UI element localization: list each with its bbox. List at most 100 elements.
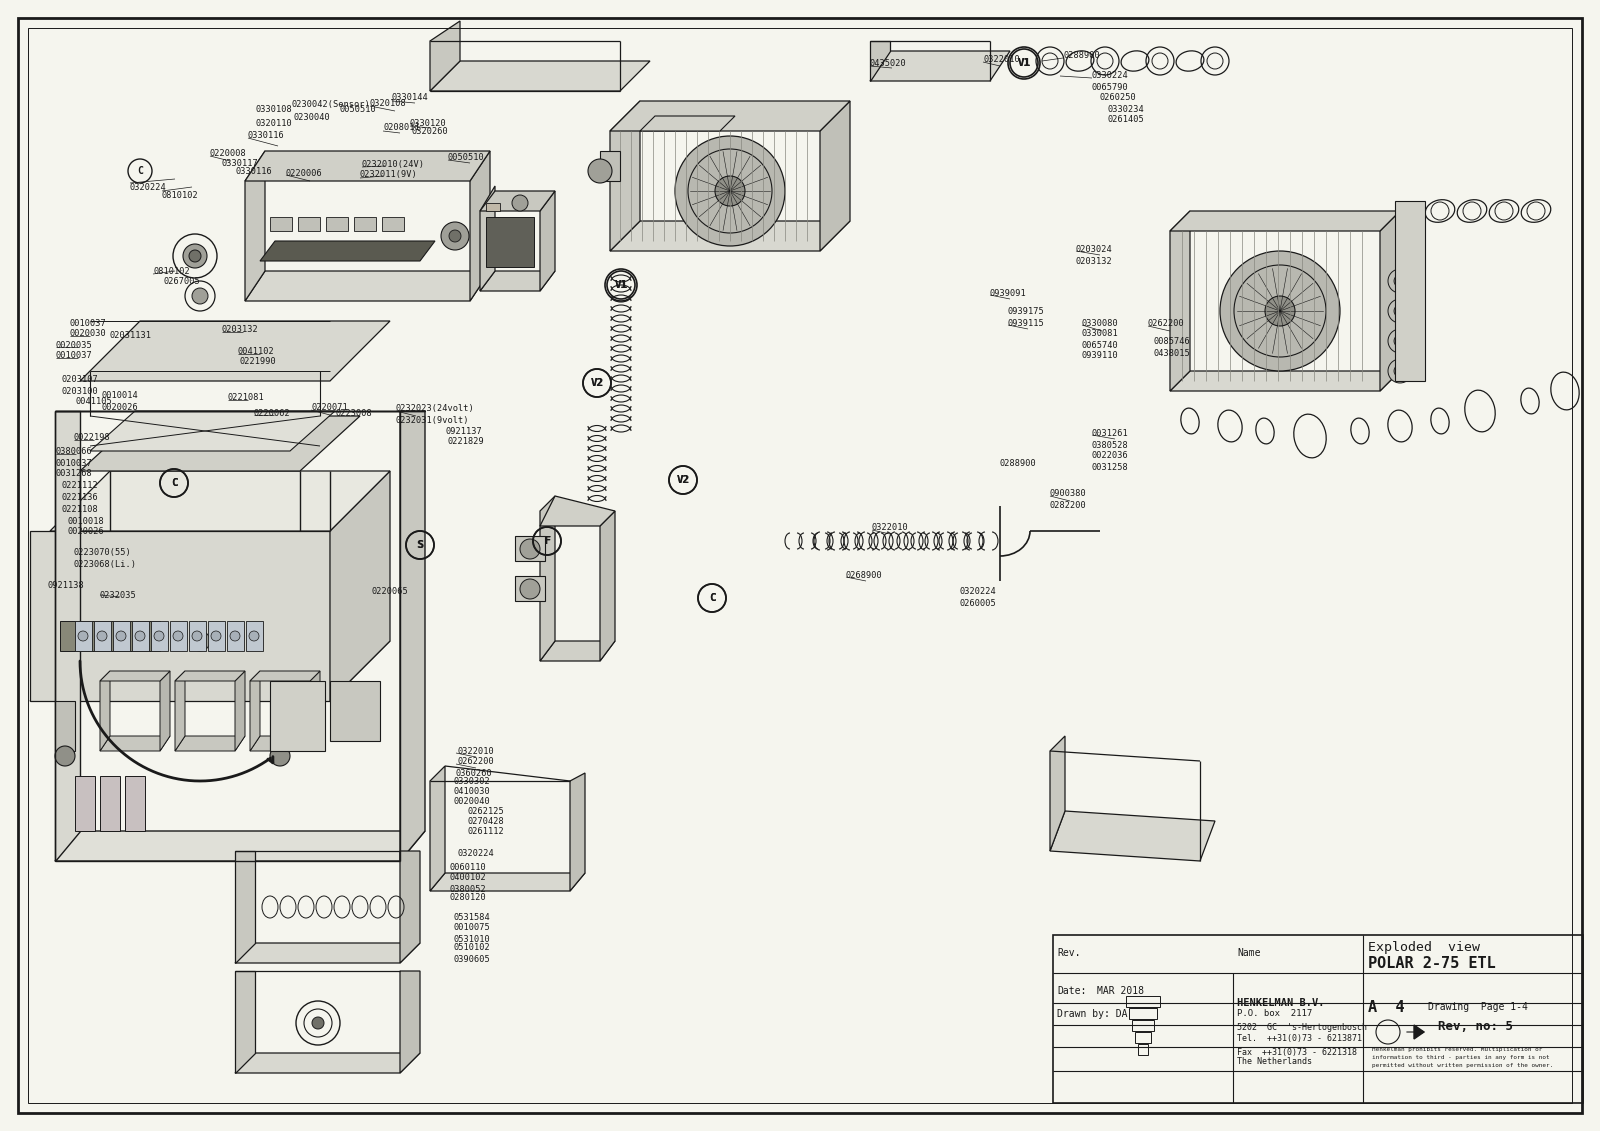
Bar bbox=[486, 202, 499, 211]
Text: V2: V2 bbox=[590, 378, 603, 388]
Text: 0220065: 0220065 bbox=[371, 587, 408, 596]
Text: 0400102: 0400102 bbox=[450, 873, 486, 882]
Text: 0810102: 0810102 bbox=[154, 267, 190, 276]
Text: 0438015: 0438015 bbox=[1154, 348, 1190, 357]
Polygon shape bbox=[259, 241, 435, 261]
Circle shape bbox=[715, 176, 746, 206]
Text: 0065790: 0065790 bbox=[1091, 83, 1128, 92]
Text: 0232023(24volt): 0232023(24volt) bbox=[397, 405, 475, 414]
Polygon shape bbox=[99, 671, 170, 681]
Text: V1: V1 bbox=[614, 280, 627, 290]
Circle shape bbox=[1394, 365, 1406, 377]
Text: 0223070(55): 0223070(55) bbox=[74, 549, 131, 558]
Text: C: C bbox=[709, 593, 715, 603]
Text: 0390605: 0390605 bbox=[454, 955, 491, 964]
Text: 0939110: 0939110 bbox=[1082, 352, 1118, 361]
Text: 0262200: 0262200 bbox=[458, 758, 494, 767]
Text: 0939091: 0939091 bbox=[990, 288, 1027, 297]
Text: 0330117: 0330117 bbox=[222, 158, 259, 167]
Text: Rev, no: 5: Rev, no: 5 bbox=[1438, 1020, 1514, 1034]
Polygon shape bbox=[1170, 371, 1400, 391]
Text: 0010037: 0010037 bbox=[70, 319, 107, 328]
Text: 0330108: 0330108 bbox=[254, 105, 291, 114]
Bar bbox=[1138, 1044, 1149, 1055]
Text: V2: V2 bbox=[677, 475, 690, 485]
Polygon shape bbox=[50, 470, 390, 530]
Text: A  4: A 4 bbox=[1368, 1000, 1405, 1015]
Text: 0031268: 0031268 bbox=[56, 469, 93, 478]
Text: 0230042(Sensor): 0230042(Sensor) bbox=[291, 101, 371, 110]
Text: 0203132: 0203132 bbox=[1075, 257, 1112, 266]
Text: 0330081: 0330081 bbox=[1082, 329, 1118, 338]
Polygon shape bbox=[245, 152, 490, 181]
Text: information to third - parties in any form is not: information to third - parties in any fo… bbox=[1373, 1055, 1550, 1061]
Text: 0262200: 0262200 bbox=[1149, 319, 1184, 328]
Polygon shape bbox=[245, 271, 490, 301]
Text: C: C bbox=[138, 166, 142, 176]
Circle shape bbox=[115, 631, 126, 641]
Text: 0232010(24V): 0232010(24V) bbox=[362, 159, 426, 169]
Text: 0261405: 0261405 bbox=[1107, 114, 1144, 123]
Text: 0220071: 0220071 bbox=[310, 404, 347, 413]
Text: 0020026: 0020026 bbox=[102, 403, 139, 412]
Polygon shape bbox=[541, 497, 614, 526]
Circle shape bbox=[173, 631, 182, 641]
Polygon shape bbox=[640, 116, 734, 131]
Text: 0221108: 0221108 bbox=[62, 506, 99, 515]
Text: 0020030: 0020030 bbox=[70, 329, 107, 338]
Bar bbox=[600, 152, 621, 181]
Polygon shape bbox=[54, 831, 426, 861]
Circle shape bbox=[1394, 275, 1406, 287]
Bar bbox=[270, 217, 291, 231]
Polygon shape bbox=[250, 671, 259, 751]
Text: Rev.: Rev. bbox=[1058, 948, 1080, 958]
Circle shape bbox=[1394, 335, 1406, 347]
Circle shape bbox=[54, 746, 75, 766]
Text: 0232035: 0232035 bbox=[99, 590, 136, 599]
Bar bbox=[189, 621, 206, 651]
Polygon shape bbox=[80, 416, 360, 470]
Text: 0380066: 0380066 bbox=[56, 448, 93, 457]
Text: Tel.  ++31(0)73 - 6213871: Tel. ++31(0)73 - 6213871 bbox=[1237, 1034, 1362, 1043]
Circle shape bbox=[1394, 305, 1406, 317]
Text: 0232011(9V): 0232011(9V) bbox=[360, 171, 418, 180]
Bar bbox=[99, 776, 120, 831]
Text: C: C bbox=[171, 478, 178, 487]
Polygon shape bbox=[430, 61, 650, 90]
Circle shape bbox=[339, 706, 360, 726]
Circle shape bbox=[192, 631, 202, 641]
Bar bbox=[208, 621, 226, 651]
Polygon shape bbox=[430, 21, 461, 90]
Polygon shape bbox=[610, 101, 640, 251]
Text: 0220008: 0220008 bbox=[210, 149, 246, 158]
Text: 0330120: 0330120 bbox=[410, 119, 446, 128]
Text: 0010037: 0010037 bbox=[56, 352, 93, 361]
Circle shape bbox=[450, 230, 461, 242]
Circle shape bbox=[520, 539, 541, 559]
Bar bbox=[75, 621, 93, 651]
Polygon shape bbox=[174, 671, 245, 681]
Text: Exploded  view: Exploded view bbox=[1368, 941, 1480, 953]
Text: 0810102: 0810102 bbox=[162, 191, 198, 200]
Bar bbox=[61, 621, 160, 651]
Polygon shape bbox=[1050, 811, 1214, 861]
Text: 0267005: 0267005 bbox=[163, 277, 200, 286]
Circle shape bbox=[589, 159, 611, 183]
Text: 0410030: 0410030 bbox=[453, 786, 490, 795]
Bar bbox=[1134, 1031, 1150, 1043]
Bar bbox=[94, 621, 110, 651]
Text: 0010075: 0010075 bbox=[454, 924, 491, 932]
Text: permitted without written permission of the owner.: permitted without written permission of … bbox=[1373, 1063, 1554, 1069]
Text: 0380052: 0380052 bbox=[450, 884, 486, 893]
Text: 0939175: 0939175 bbox=[1008, 307, 1045, 316]
Text: V1: V1 bbox=[1018, 58, 1030, 68]
Circle shape bbox=[270, 746, 290, 766]
Circle shape bbox=[512, 195, 528, 211]
Text: 0221990: 0221990 bbox=[240, 357, 277, 366]
Text: 0041105: 0041105 bbox=[75, 397, 112, 406]
Polygon shape bbox=[1050, 736, 1066, 851]
Circle shape bbox=[190, 631, 210, 651]
Text: Date:: Date: bbox=[1058, 986, 1086, 996]
Polygon shape bbox=[235, 943, 419, 962]
Text: The Netherlands: The Netherlands bbox=[1237, 1057, 1312, 1067]
